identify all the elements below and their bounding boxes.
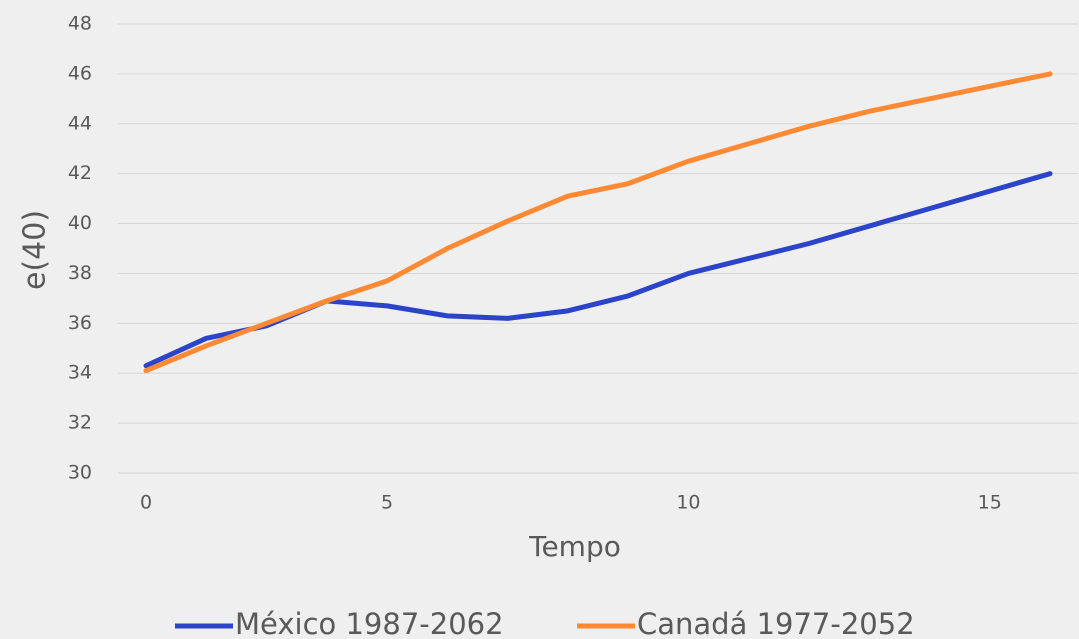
y-axis-label: e(40) <box>18 210 53 290</box>
y-tick-label: 32 <box>68 412 92 434</box>
x-tick-label: 15 <box>978 492 1002 514</box>
x-tick-label: 0 <box>140 492 152 514</box>
y-tick-label: 42 <box>68 162 92 184</box>
y-tick-label: 38 <box>68 262 92 284</box>
legend-label: México 1987-2062 <box>235 607 504 639</box>
y-tick-label: 48 <box>68 13 92 35</box>
x-axis-label: Tempo <box>528 530 621 563</box>
y-tick-label: 40 <box>68 212 92 234</box>
y-tick-label: 30 <box>68 462 92 484</box>
line-series <box>143 71 1053 374</box>
legend-label: Canadá 1977-2052 <box>637 607 915 639</box>
y-tick-label: 34 <box>68 362 92 384</box>
y-tick-label: 36 <box>68 312 92 334</box>
x-tick-label: 5 <box>381 492 393 514</box>
x-tick-label: 10 <box>676 492 700 514</box>
y-tick-label: 46 <box>68 62 92 84</box>
y-tick-label: 44 <box>68 112 92 134</box>
